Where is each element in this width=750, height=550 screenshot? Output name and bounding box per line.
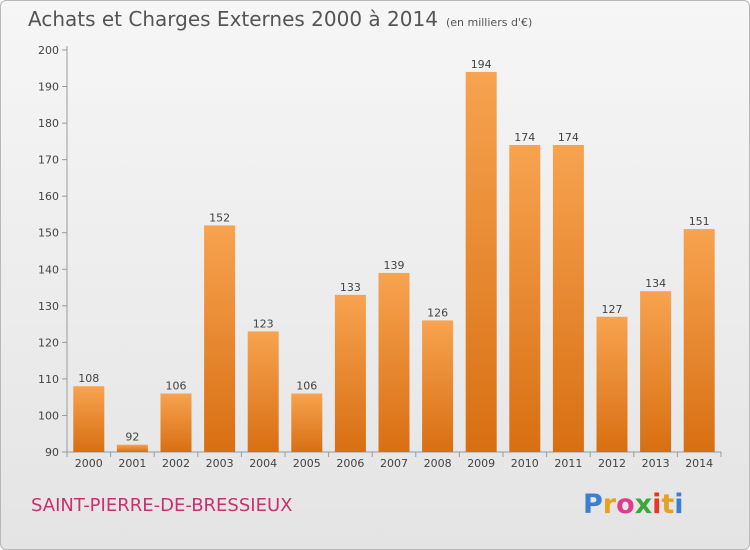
value-label-2014: 151 (689, 215, 710, 228)
value-label-2000: 108 (78, 372, 99, 385)
value-label-2008: 126 (427, 306, 448, 319)
bar-2012 (596, 316, 628, 452)
x-tick-label-2000: 2000 (75, 457, 103, 470)
x-tick-label-2012: 2012 (598, 457, 626, 470)
logo-letter: r (602, 489, 617, 520)
value-label-2011: 174 (558, 131, 579, 144)
bar-2008 (422, 320, 454, 452)
x-tick-label-2013: 2013 (642, 457, 670, 470)
value-label-2002: 106 (166, 380, 187, 393)
x-tick-label-2007: 2007 (380, 457, 408, 470)
value-label-2004: 123 (253, 317, 274, 330)
logo-letter: P (583, 489, 603, 520)
value-label-2006: 133 (340, 281, 361, 294)
logo-letter: o (616, 489, 635, 520)
x-tick-label-2014: 2014 (685, 457, 713, 470)
title-text: Achats et Charges Externes 2000 à 2014 (28, 7, 438, 31)
x-tick-label-2002: 2002 (162, 457, 190, 470)
x-tick-label-2011: 2011 (554, 457, 582, 470)
value-label-2013: 134 (645, 277, 666, 290)
x-tick-label-2005: 2005 (293, 457, 321, 470)
bar-2002 (160, 393, 192, 452)
proxiti-logo: Proxiti (583, 489, 684, 520)
y-tick-label: 180 (38, 117, 59, 130)
bar-2011 (552, 145, 584, 452)
value-label-2012: 127 (602, 303, 623, 316)
chart-subtitle: (en milliers d'€) (445, 16, 533, 29)
bar-2003 (204, 225, 236, 452)
x-tick-label-2004: 2004 (249, 457, 277, 470)
bar-2007 (378, 272, 410, 452)
x-tick-label-2009: 2009 (467, 457, 495, 470)
logo-letter: x (634, 489, 653, 520)
y-tick-label: 200 (38, 44, 59, 57)
bar-2014 (683, 229, 715, 452)
y-tick-label: 150 (38, 227, 59, 240)
value-label-2007: 139 (384, 259, 405, 272)
y-tick-label: 170 (38, 154, 59, 167)
logo-letter: t (661, 489, 675, 520)
logo-letter: i (652, 489, 662, 520)
bar-2009 (465, 71, 497, 452)
chart-title: Achats et Charges Externes 2000 à 2014 (e… (28, 7, 532, 31)
x-tick-label-2010: 2010 (511, 457, 539, 470)
town-name: SAINT-PIERRE-DE-BRESSIEUX (31, 495, 293, 516)
y-tick-label: 90 (45, 446, 59, 459)
y-tick-label: 130 (38, 300, 59, 313)
value-label-2005: 106 (296, 380, 317, 393)
value-label-2010: 174 (514, 131, 535, 144)
bar-2005 (291, 393, 323, 452)
y-tick-label: 100 (38, 409, 59, 422)
y-tick-label: 120 (38, 336, 59, 349)
bar-2000 (73, 386, 105, 452)
value-label-2003: 152 (209, 211, 230, 224)
bar-2013 (640, 291, 672, 452)
bar-2006 (334, 294, 366, 452)
x-tick-label-2001: 2001 (118, 457, 146, 470)
value-label-2009: 194 (471, 58, 492, 71)
x-tick-label-2003: 2003 (206, 457, 234, 470)
y-tick-label: 110 (38, 373, 59, 386)
bar-2010 (509, 145, 541, 452)
y-tick-label: 160 (38, 190, 59, 203)
x-tick-label-2006: 2006 (336, 457, 364, 470)
x-tick-label-2008: 2008 (424, 457, 452, 470)
bar-2001 (116, 444, 148, 452)
y-tick-label: 190 (38, 81, 59, 94)
y-tick-label: 140 (38, 263, 59, 276)
bar-2004 (247, 331, 279, 452)
logo-letter: i (674, 489, 684, 520)
value-label-2001: 92 (125, 431, 139, 444)
